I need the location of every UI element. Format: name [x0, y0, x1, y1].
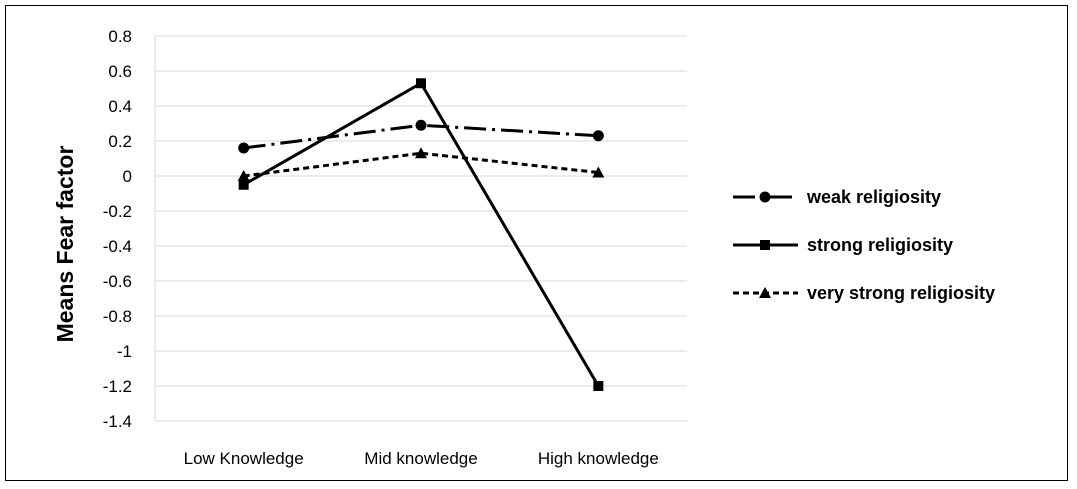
series-group: [237, 78, 605, 391]
y-tick-label: 0.6: [108, 62, 132, 81]
y-tick-label: 0.2: [108, 132, 132, 151]
y-tick-label: -1.4: [103, 412, 132, 431]
chart-frame: [5, 5, 1068, 481]
series-very-strong-religiosity: [237, 147, 605, 181]
y-tick-label: -0.8: [103, 307, 132, 326]
y-tick-label: 0.4: [108, 97, 132, 116]
x-tick-label: Mid knowledge: [364, 449, 477, 468]
data-point: [415, 119, 427, 131]
data-point: [592, 130, 604, 142]
data-point: [237, 170, 250, 181]
legend-marker: [759, 287, 771, 298]
x-tick-label: Low Knowledge: [184, 449, 304, 468]
legend-label: weak religiosity: [806, 187, 941, 207]
legend-label: strong religiosity: [807, 235, 953, 255]
data-point: [238, 179, 249, 190]
y-tick-label: -0.2: [103, 202, 132, 221]
y-tick-label: 0: [123, 167, 132, 186]
legend: weak religiosity strong religiosity very s…: [733, 187, 995, 303]
gridlines: [155, 35, 687, 422]
y-axis: 0.8 0.6 0.4 0.2 0 -0.2 -0.4 -0.6 -0.8 -1 -1.2 -1.4: [103, 27, 156, 431]
y-tick-label: -1: [117, 342, 132, 361]
legend-marker: [760, 240, 770, 250]
y-tick-label: 0.8: [108, 27, 132, 46]
legend-item: very strong religiosity: [733, 283, 995, 303]
y-tick-label: -0.6: [103, 272, 132, 291]
legend-item: strong religiosity: [733, 235, 953, 255]
legend-item: weak religiosity: [733, 187, 941, 207]
y-axis-title: Means Fear factor: [52, 146, 78, 343]
series-strong-religiosity: [238, 78, 604, 391]
y-tick-label: -1.2: [103, 377, 132, 396]
legend-label: very strong religiosity: [807, 283, 995, 303]
data-point: [416, 78, 426, 89]
x-axis: Low Knowledge Mid knowledge High knowledge: [184, 449, 659, 468]
data-point: [593, 381, 604, 391]
legend-marker: [759, 191, 771, 203]
x-tick-label: High knowledge: [538, 449, 659, 468]
data-point: [238, 142, 250, 154]
data-point: [415, 147, 427, 159]
data-point: [592, 166, 605, 178]
y-tick-label: -0.4: [103, 237, 132, 256]
series-weak-religiosity: [238, 119, 604, 154]
